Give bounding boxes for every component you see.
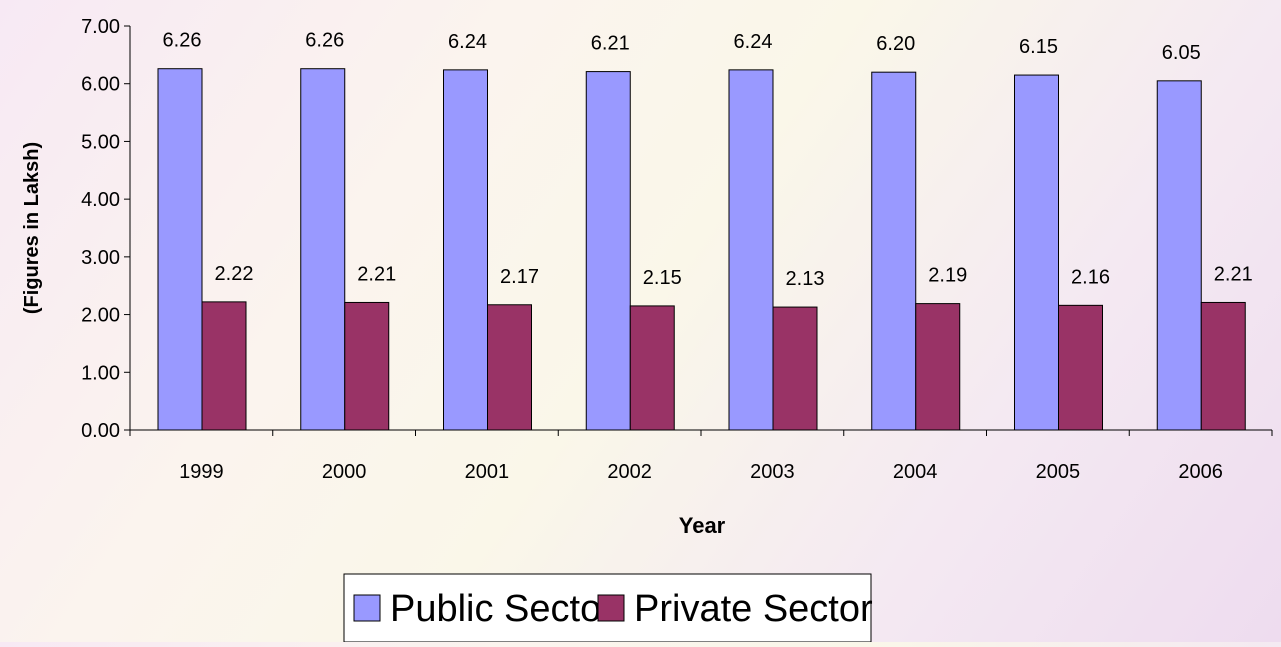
bar-private-sector: [1200, 301, 1246, 431]
legend-label-public: Public Sector: [390, 588, 614, 630]
data-label-public-sector: 6.21: [591, 33, 630, 55]
bar-public-sector: [871, 71, 917, 431]
legend: Public Sector Private Sector: [343, 573, 873, 643]
bar-private-sector: [201, 301, 247, 431]
y-tick-label: 4.00: [81, 189, 120, 211]
x-tick-label: 2001: [465, 461, 510, 483]
bar-public-sector: [300, 68, 346, 431]
y-axis: 0.00 1.00 2.00 3.00 4.00 5.00 6.00 7.00: [81, 16, 131, 442]
bar-public-sector: [157, 68, 203, 431]
legend-swatch-public: [353, 594, 381, 622]
data-label-private-sector: 2.21: [1214, 263, 1253, 285]
bar-private-sector: [772, 306, 818, 431]
y-tick-label: 3.00: [81, 247, 120, 269]
x-tick-label: 2002: [607, 461, 652, 483]
bar-public-sector: [728, 69, 774, 431]
data-label-private-sector: 2.17: [500, 266, 539, 288]
y-tick-label: 0.00: [81, 420, 120, 442]
bar-public-sector: [1156, 80, 1202, 431]
y-axis-title: (Figures in Laksh): [21, 142, 43, 314]
x-tick-label: 2000: [322, 461, 367, 483]
bar-private-sector: [344, 301, 390, 431]
bar-private-sector: [915, 303, 961, 431]
data-label-public-sector: 6.24: [448, 31, 487, 53]
x-axis-title: Year: [679, 513, 726, 538]
data-label-public-sector: 6.20: [876, 33, 915, 55]
x-tick-label: 2004: [893, 461, 938, 483]
bar-private-sector: [1058, 304, 1103, 431]
y-tick-label: 6.00: [81, 74, 120, 96]
x-tick-label: 2003: [750, 461, 795, 483]
bar-public-sector: [1014, 74, 1059, 431]
x-tick-label: 2006: [1178, 461, 1223, 483]
y-tick-label: 1.00: [81, 362, 120, 384]
x-tick-label: 2005: [1036, 461, 1081, 483]
y-tick-label: 7.00: [81, 16, 120, 38]
legend-swatch-private: [597, 594, 625, 622]
data-label-private-sector: 2.21: [357, 263, 396, 285]
data-label-private-sector: 2.13: [786, 268, 825, 290]
y-tick-label: 5.00: [81, 131, 120, 153]
x-axis: 1999 2000 2001 2002 2003 2004 2005 2006: [129, 429, 1273, 483]
data-label-public-sector: 6.05: [1162, 42, 1201, 64]
data-label-public-sector: 6.15: [1019, 36, 1058, 58]
bars: [157, 68, 1246, 431]
data-label-public-sector: 6.26: [163, 30, 202, 52]
data-label-private-sector: 2.22: [215, 263, 254, 285]
x-tick-label: 1999: [179, 461, 224, 483]
data-label-private-sector: 2.16: [1071, 266, 1110, 288]
y-tick-label: 2.00: [81, 305, 120, 327]
data-label-private-sector: 2.19: [928, 265, 967, 287]
data-label-public-sector: 6.24: [734, 31, 773, 53]
bar-public-sector: [585, 71, 631, 431]
data-label-private-sector: 2.15: [643, 267, 682, 289]
bar-public-sector: [443, 69, 488, 431]
legend-label-private: Private Sector: [634, 588, 873, 630]
data-labels: 6.26 6.26 6.24 6.21 6.24 6.20 6.15 6.05 2.22 2.21…: [163, 30, 1253, 290]
bar-private-sector: [487, 304, 532, 431]
data-label-public-sector: 6.26: [305, 30, 344, 52]
bar-private-sector: [629, 305, 675, 431]
